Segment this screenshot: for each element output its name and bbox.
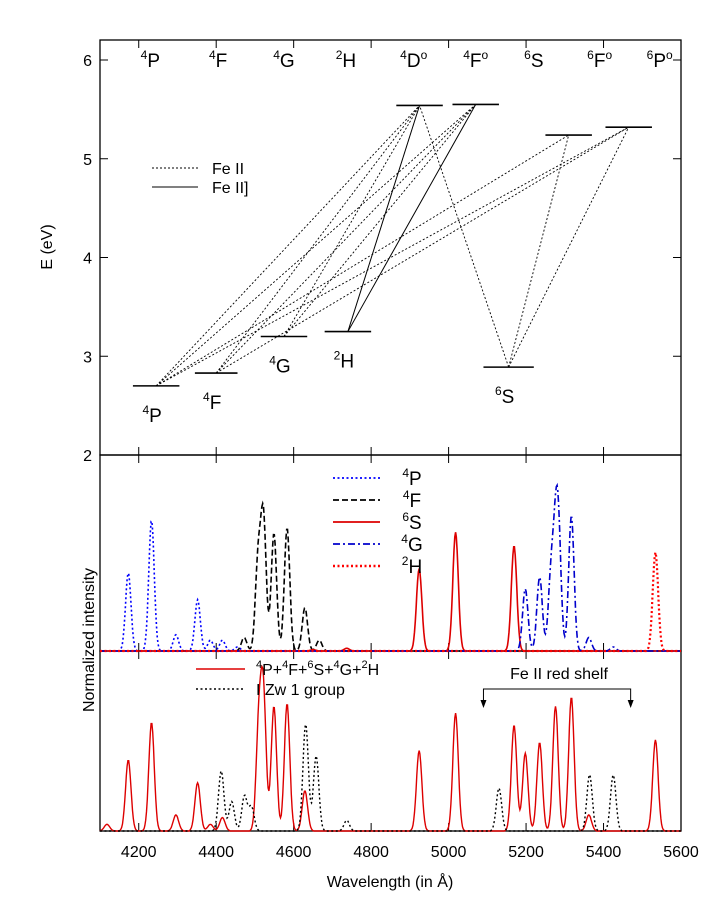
y-tick-label-5: 5 <box>83 152 92 169</box>
top-term-2: 4G <box>273 48 294 72</box>
x-tick-label-5600: 5600 <box>663 844 699 861</box>
template-curve-2H <box>100 552 681 653</box>
transition-4P-4Fo <box>155 104 477 387</box>
template-legend-label-2H: 2H <box>402 554 422 578</box>
template-curves <box>100 482 681 653</box>
transition-4P-6Fo <box>155 134 569 387</box>
template-curve-4G <box>100 482 681 652</box>
template-legend-label-4P: 4P <box>402 466 421 490</box>
x-tick-label-5200: 5200 <box>508 844 544 861</box>
wavelength-axis-title: Wavelength (in Å) <box>327 872 454 891</box>
level-labels: 4P 4F 4G 2H 6S <box>142 349 514 427</box>
energy-panel-frame <box>99 39 682 456</box>
top-term-8: 6Po <box>647 48 673 72</box>
level-label-4P: 4P <box>142 403 161 427</box>
composite-model-curve <box>99 664 681 832</box>
legend-fe-ii-forbidden-label: Fe II] <box>212 180 248 197</box>
composite-legend: 4P+4F+6S+4G+2H I Zw 1 group <box>196 659 379 699</box>
level-label-6S: 6S <box>495 384 514 408</box>
i-zw-1-group-curve <box>100 724 681 832</box>
template-curve-4F <box>100 500 681 652</box>
y-tick-label-2: 2 <box>83 448 92 465</box>
x-tick-label-4600: 4600 <box>276 844 312 861</box>
template-curve-4P <box>100 520 681 652</box>
energy-levels <box>132 103 652 387</box>
composite-legend-label-izw1: I Zw 1 group <box>256 682 345 699</box>
top-term-6: 6S <box>524 48 543 72</box>
top-term-labels: 4P 4F 4G 2H 4Do 4Fo 6S 6Fo 6Po <box>141 48 673 72</box>
x-tick-label-4800: 4800 <box>353 844 389 861</box>
red-shelf-arrow-right <box>627 700 634 708</box>
composite-legend-label-model: 4P+4F+6S+4G+2H <box>256 659 379 679</box>
energy-axis-title: E (eV) <box>39 224 56 269</box>
top-term-3: 2H <box>336 48 356 72</box>
y-tick-label-4: 4 <box>83 251 92 268</box>
template-curve-6S <box>100 532 681 652</box>
x-tick-label-4400: 4400 <box>198 844 234 861</box>
transition-4G-4Fo <box>283 104 477 337</box>
template-panel-frame <box>99 454 682 652</box>
transition-4P-6Po <box>155 126 629 387</box>
wavelength-x-axis: 4200 4400 4600 4800 5000 5200 5400 5600 <box>121 40 699 861</box>
energy-legend: Fe II Fe II] <box>152 161 248 197</box>
x-tick-label-5000: 5000 <box>431 844 467 861</box>
top-term-4: 4Do <box>400 48 427 72</box>
level-label-4G: 4G <box>269 354 290 378</box>
top-term-5: 4Fo <box>463 48 488 72</box>
transition-4P-4Do <box>155 105 420 387</box>
template-legend-label-4G: 4G <box>401 532 422 556</box>
red-shelf-label: Fe II red shelf <box>510 666 608 683</box>
transition-4G-4Do <box>283 105 420 337</box>
intensity-axis-title: Normalized intensity <box>81 568 98 712</box>
transition-6S-6Fo <box>508 134 570 368</box>
transition-2H-4Do <box>347 105 421 332</box>
y-tick-label-3: 3 <box>83 349 92 366</box>
red-shelf-annotation: Fe II red shelf <box>480 666 634 708</box>
x-tick-label-5400: 5400 <box>586 844 622 861</box>
red-shelf-arrow-left <box>480 700 487 708</box>
red-shelf-bracket <box>482 688 632 702</box>
transition-lines <box>155 104 630 387</box>
transition-2H-4Fo <box>347 104 477 332</box>
transition-4F-4Do <box>215 105 420 374</box>
template-legend-label-4F: 4F <box>403 488 421 512</box>
level-label-2H: 2H <box>334 349 354 373</box>
top-term-7: 6Fo <box>587 48 612 72</box>
transition-6S-4Do <box>419 105 510 368</box>
template-legend-label-6S: 6S <box>402 510 421 534</box>
top-term-0: 4P <box>141 48 160 72</box>
legend-fe-ii-label: Fe II <box>212 161 244 178</box>
top-term-1: 4F <box>209 48 227 72</box>
y-tick-label-6: 6 <box>83 53 92 70</box>
transition-6S-6Po <box>508 126 630 368</box>
transition-4F-4Fo <box>215 104 477 374</box>
composite-curves <box>99 664 681 832</box>
x-tick-label-4200: 4200 <box>121 844 157 861</box>
energy-y-axis: 2 3 4 5 6 <box>83 53 681 465</box>
level-label-4F: 4F <box>203 390 221 414</box>
